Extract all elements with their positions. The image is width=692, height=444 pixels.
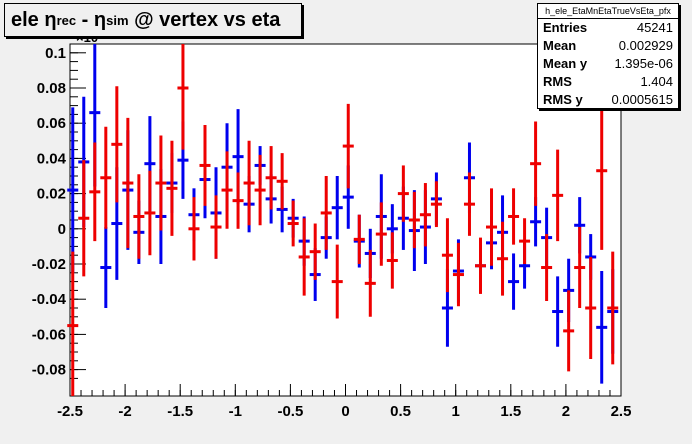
x-tick-label: 2 bbox=[562, 403, 570, 420]
stats-row-rms: RMS 1.404 bbox=[538, 73, 678, 91]
stats-row-mean: Mean 0.002929 bbox=[538, 37, 678, 55]
y-tick-label: -0.06 bbox=[32, 326, 66, 343]
title-eta-rec: η bbox=[44, 8, 57, 31]
x-tick-label: -1 bbox=[229, 403, 242, 420]
title-suffix: @ vertex vs eta bbox=[128, 8, 281, 31]
stats-value: 0.002929 bbox=[618, 38, 673, 53]
stats-box: h_ele_EtaMnEtaTrueVsEta_pfx Entries 45241… bbox=[537, 3, 679, 109]
x-tick-label: 1 bbox=[452, 403, 460, 420]
plot-title: ele η rec - η sim @ vertex vs eta bbox=[4, 3, 302, 37]
title-sub-sim: sim bbox=[106, 12, 129, 28]
stats-label: Mean y bbox=[543, 56, 588, 71]
stats-row-mean-y: Mean y 1.395e-06 bbox=[538, 55, 678, 73]
x-tick-label: -0.5 bbox=[277, 403, 303, 420]
y-tick-label: 0.1 bbox=[45, 45, 66, 62]
stats-histogram-name: h_ele_EtaMnEtaTrueVsEta_pfx bbox=[538, 4, 678, 19]
x-tick-label: -1.5 bbox=[167, 403, 193, 420]
y-tick-label: 0.04 bbox=[37, 150, 67, 167]
y-tick-label: -0.08 bbox=[32, 362, 66, 379]
title-sub-rec: rec bbox=[56, 12, 77, 28]
stats-label: Mean bbox=[543, 38, 577, 53]
stats-value: 1.395e-06 bbox=[614, 56, 673, 71]
x-tick-label: -2.5 bbox=[57, 403, 83, 420]
stats-label: RMS y bbox=[543, 92, 583, 107]
y-tick-label: -0.04 bbox=[32, 291, 67, 308]
x-tick-label: 2.5 bbox=[611, 403, 632, 420]
y-tick-label: 0.08 bbox=[37, 80, 66, 97]
stats-value: 1.404 bbox=[640, 74, 673, 89]
y-tick-label: 0.06 bbox=[37, 115, 66, 132]
y-tick-label: 0 bbox=[58, 221, 66, 238]
x-tick-label: 1.5 bbox=[500, 403, 521, 420]
title-minus: - bbox=[76, 8, 94, 31]
x-tick-label: -2 bbox=[118, 403, 131, 420]
y-tick-label: -0.02 bbox=[32, 256, 66, 273]
stats-row-rms-y: RMS y 0.0005615 bbox=[538, 91, 678, 109]
title-prefix: ele bbox=[11, 8, 39, 31]
x-tick-label: 0.5 bbox=[390, 403, 411, 420]
y-tick-label: 0.02 bbox=[37, 186, 66, 203]
x-axis: -2.5 -2 -1.5 -1 -0.5 0 0.5 1 1.5 2 2.5 bbox=[57, 384, 631, 420]
title-eta-sim: η bbox=[93, 8, 107, 31]
stats-row-entries: Entries 45241 bbox=[538, 19, 678, 37]
stats-value: 0.0005615 bbox=[611, 92, 673, 107]
stats-label: RMS bbox=[543, 74, 572, 89]
x-tick-label: 0 bbox=[341, 403, 349, 420]
series-layer bbox=[67, 44, 619, 396]
stats-label: Entries bbox=[543, 20, 588, 35]
stats-value: 45241 bbox=[636, 20, 673, 35]
